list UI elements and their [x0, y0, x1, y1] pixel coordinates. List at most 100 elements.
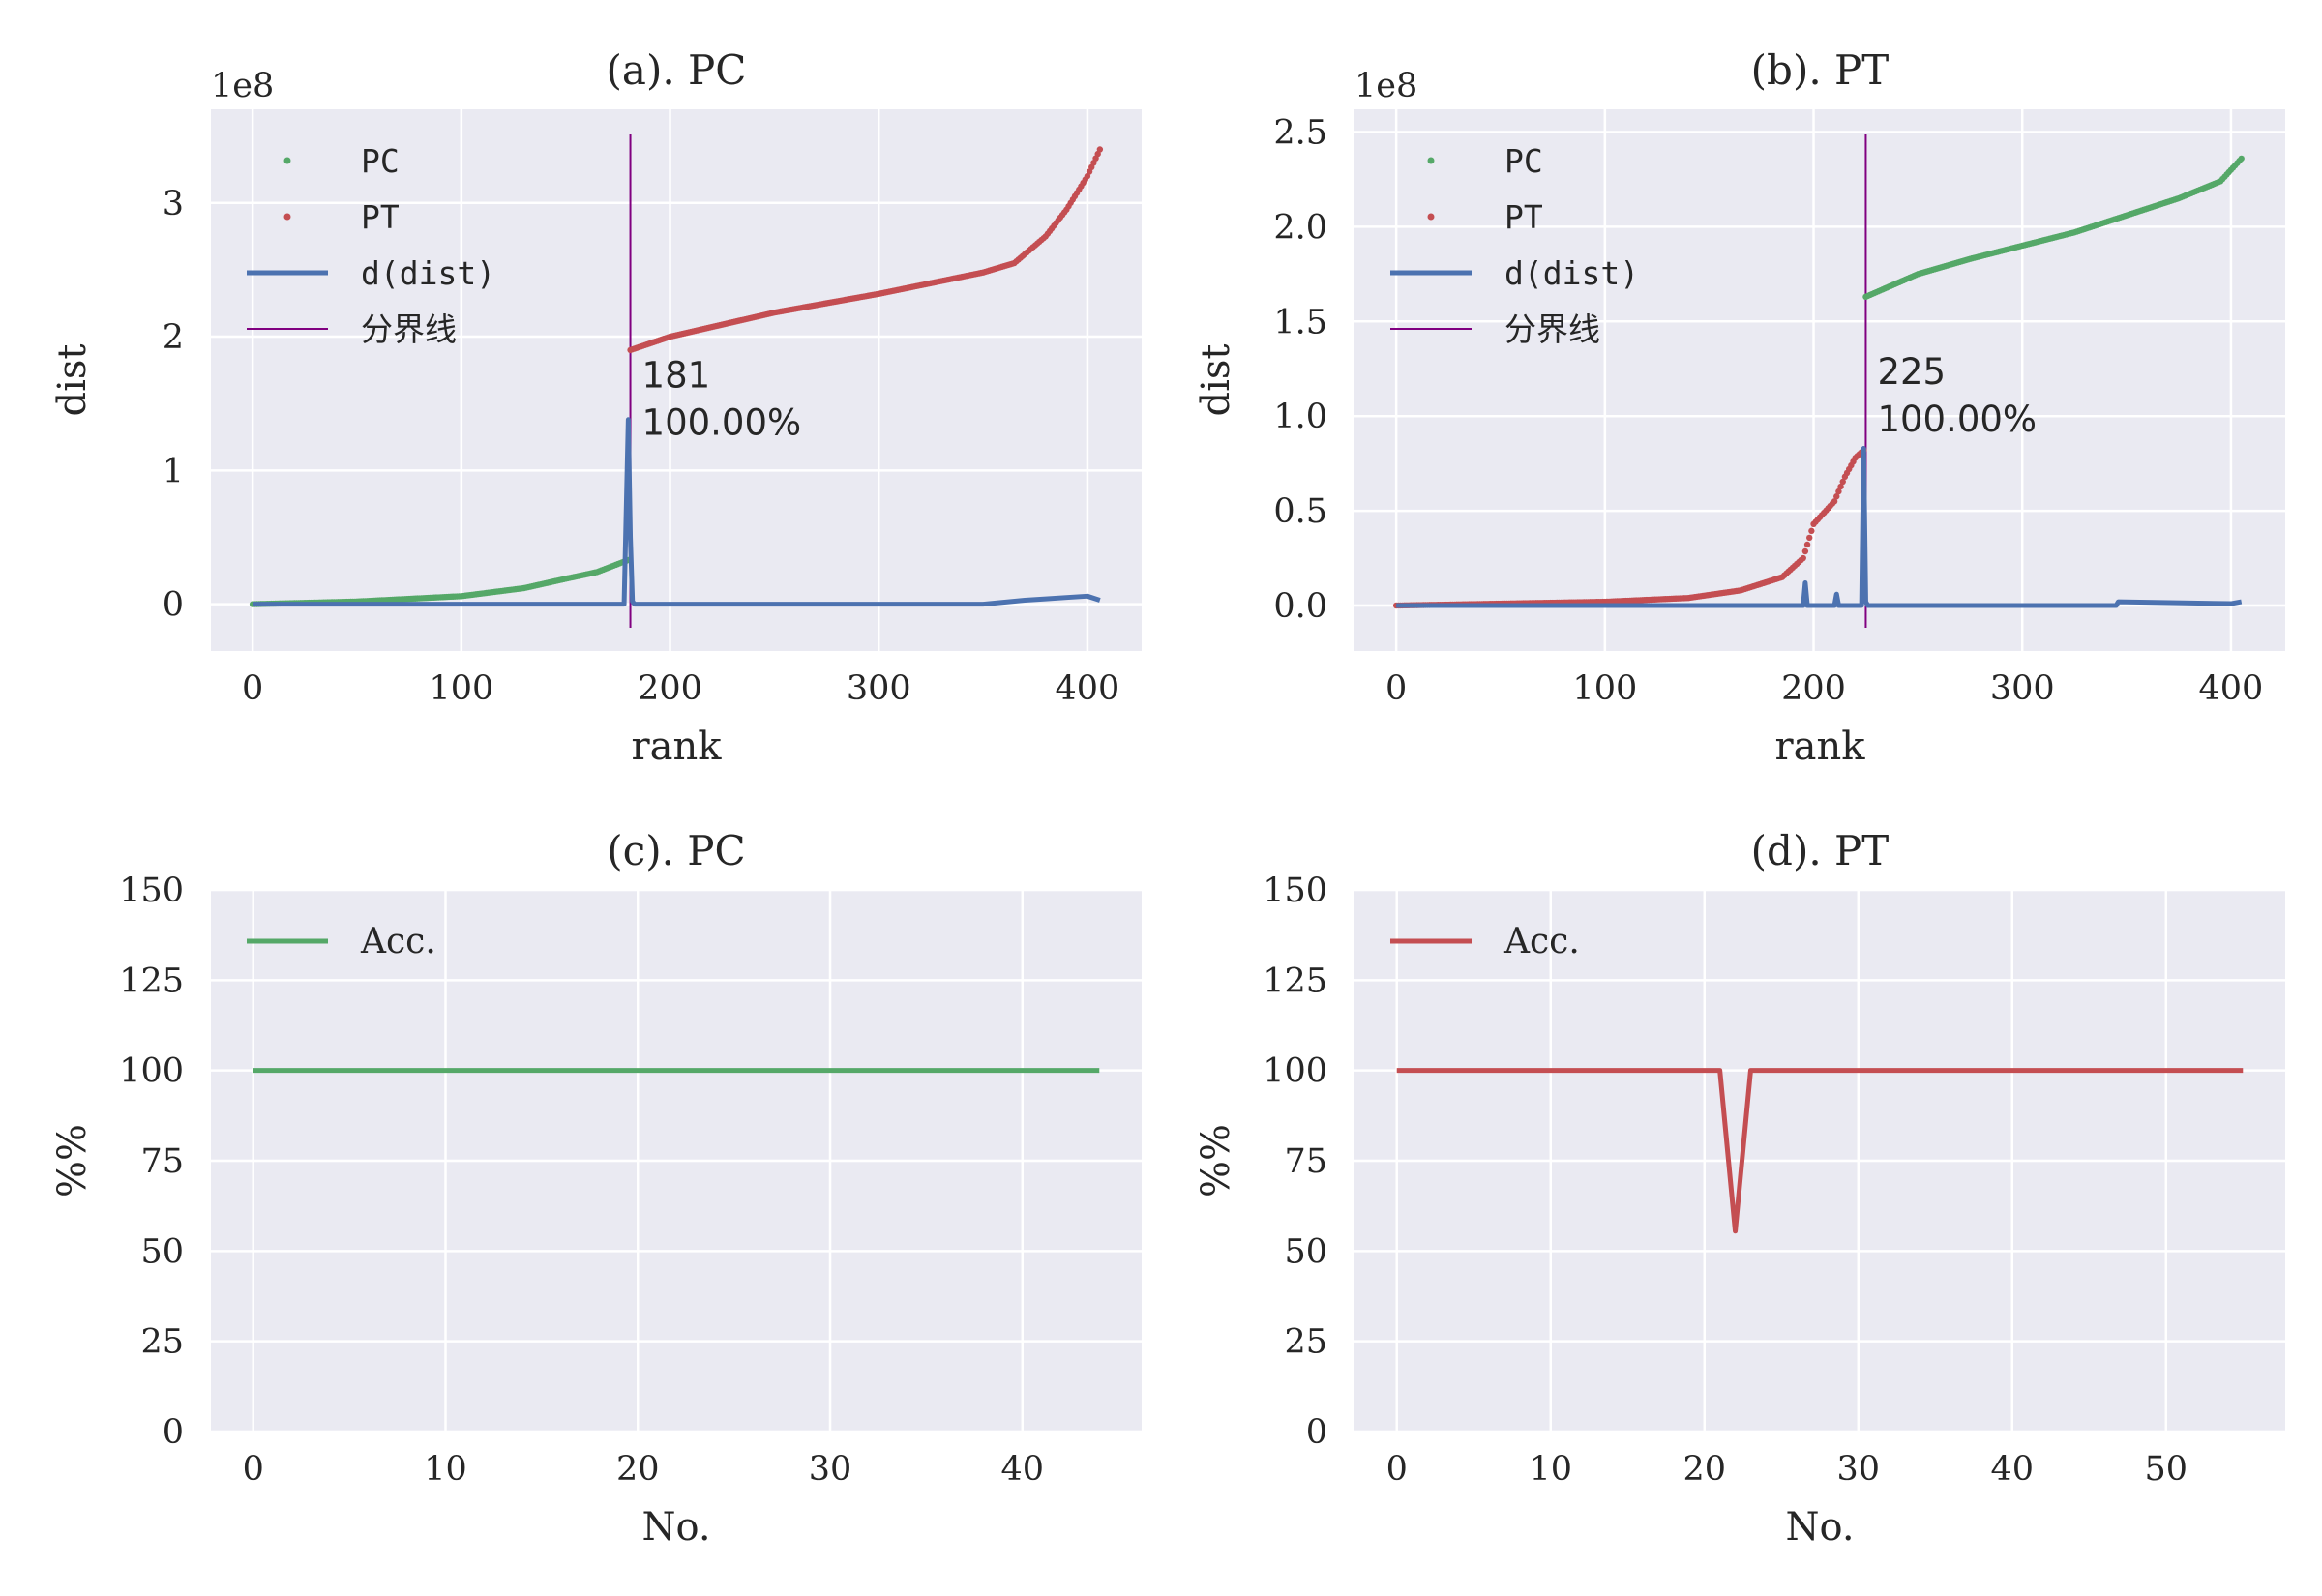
y-tick-label: 1.0: [1273, 398, 1327, 436]
y-tick-label: 125: [119, 961, 184, 1000]
x-tick-label: 30: [809, 1450, 852, 1489]
x-tick-label: 0: [243, 1450, 264, 1489]
y-tick-label: 3: [163, 185, 184, 223]
y-tick-label: 50: [140, 1232, 184, 1271]
legend-handle-PT: [1427, 213, 1435, 221]
annotation-rank: 181: [642, 355, 711, 397]
legend-label: Acc.: [1503, 922, 1580, 961]
legend-handle-PT: [283, 213, 291, 221]
y-tick-label: 75: [1284, 1142, 1327, 1181]
y-axis-label: dist: [1194, 344, 1238, 417]
panel-b: 0 100 200 300 400 0.0 0.5 1.0 1.5 2.0 2.5 (b). PT ra…: [1194, 46, 2285, 769]
chart-title: (b). PT: [1751, 46, 1890, 94]
legend-label: PC: [1504, 142, 1543, 180]
y-tick-label: 0: [163, 1413, 184, 1452]
data-point: [2238, 155, 2245, 163]
annotation-percent: 100.00%: [642, 402, 802, 444]
y-tick-label: 2.0: [1273, 208, 1327, 247]
annotation-rank: 225: [1877, 351, 1946, 393]
series-points-PT: [627, 146, 1104, 354]
y-tick-label: 2.5: [1273, 113, 1327, 152]
legend: PC PT d(dist) 分界线: [1390, 142, 1639, 348]
data-point: [1801, 547, 1809, 555]
x-tick-label: 20: [616, 1450, 660, 1489]
chart-title: (d). PT: [1751, 827, 1890, 874]
x-tick-label: 40: [1000, 1450, 1044, 1489]
x-tick-label: 10: [1529, 1450, 1572, 1489]
data-point: [1803, 541, 1811, 548]
x-tick-label: 40: [1990, 1450, 2034, 1489]
x-tick-label: 200: [638, 669, 702, 708]
legend-label: d(dist): [1504, 254, 1639, 292]
data-point: [1837, 483, 1844, 490]
panel-c: 0 10 20 30 40 0 25 50 75 100 125 150 (c). PC No.%% Acc…: [50, 827, 1142, 1550]
legend-label: Acc.: [360, 922, 436, 961]
panel-d: 0 10 20 30 40 50 0 25 50 75 100 125 150 (d). PT No.%% A…: [1194, 827, 2285, 1550]
legend: Acc.: [247, 922, 436, 961]
legend-label: d(dist): [361, 254, 495, 292]
y-tick-label: 0.0: [1273, 587, 1327, 626]
y-tick-label: 0.5: [1273, 492, 1327, 531]
x-axis-label: No.: [1785, 1505, 1854, 1550]
y-tick-label: 25: [1284, 1323, 1327, 1362]
y-tick-label: 100: [119, 1052, 184, 1091]
y-tick-label: 50: [1284, 1232, 1327, 1271]
data-point: [1096, 146, 1104, 153]
chart-title: (a). PC: [607, 46, 747, 94]
y-offset-text: 1e8: [1354, 67, 1417, 105]
chart-title: (c). PC: [607, 827, 745, 874]
x-tick-label: 400: [2199, 669, 2264, 708]
x-tick-label: 300: [847, 669, 911, 708]
legend-label: PC: [361, 142, 400, 180]
x-tick-label: 400: [1056, 669, 1120, 708]
series-line-d(dist): [253, 417, 1101, 607]
legend-handle-PC: [283, 157, 291, 164]
y-tick-label: 0: [1306, 1413, 1327, 1452]
x-tick-label: 100: [1572, 669, 1637, 708]
data-point: [1839, 478, 1846, 486]
data-point: [1806, 534, 1813, 542]
x-tick-label: 30: [1836, 1450, 1880, 1489]
y-tick-label: 1: [163, 452, 184, 490]
x-axis-label: rank: [632, 724, 723, 769]
annotation-percent: 100.00%: [1877, 399, 2037, 440]
x-tick-label: 200: [1781, 669, 1846, 708]
y-offset-text: 1e8: [211, 67, 274, 105]
y-tick-label: 150: [119, 872, 184, 910]
legend-label: PT: [1504, 198, 1543, 236]
legend-label: 分界线: [1504, 310, 1600, 348]
y-tick-label: 1.5: [1273, 303, 1327, 341]
y-axis-label: dist: [50, 344, 95, 417]
legend-handle-PC: [1427, 157, 1435, 164]
plot-background: [211, 109, 1142, 651]
y-tick-label: 125: [1263, 961, 1327, 1000]
x-tick-label: 0: [1386, 1450, 1408, 1489]
y-tick-label: 150: [1263, 872, 1327, 910]
plot-background: [1354, 109, 2285, 651]
data-point: [1831, 498, 1838, 505]
x-tick-label: 0: [242, 669, 263, 708]
x-tick-label: 20: [1682, 1450, 1726, 1489]
panel-a: 0 100 200 300 400 0 1 2 3 (a). PC rank dist 1e8 181 10…: [50, 46, 1142, 769]
x-tick-label: 10: [424, 1450, 467, 1489]
y-tick-label: 0: [163, 586, 184, 625]
x-tick-label: 0: [1385, 669, 1407, 708]
legend-label: PT: [361, 198, 400, 236]
data-point: [1835, 488, 1842, 495]
x-tick-label: 100: [429, 669, 493, 708]
y-tick-label: 2: [163, 318, 184, 357]
data-point: [1833, 493, 1840, 500]
y-tick-label: 100: [1263, 1052, 1327, 1091]
data-point: [1800, 554, 1806, 562]
y-axis-label: %%: [50, 1124, 95, 1197]
y-axis-label: %%: [1194, 1124, 1238, 1197]
legend-label: 分界线: [361, 310, 457, 348]
x-axis-label: No.: [641, 1505, 710, 1550]
legend: PC PT d(dist) 分界线: [247, 142, 495, 348]
y-tick-label: 25: [140, 1323, 184, 1362]
series-points-PC: [1862, 155, 2245, 301]
series-line-d(dist): [1396, 445, 2243, 608]
x-tick-label: 50: [2144, 1450, 2188, 1489]
series-line-Acc.: [1396, 1068, 2244, 1234]
